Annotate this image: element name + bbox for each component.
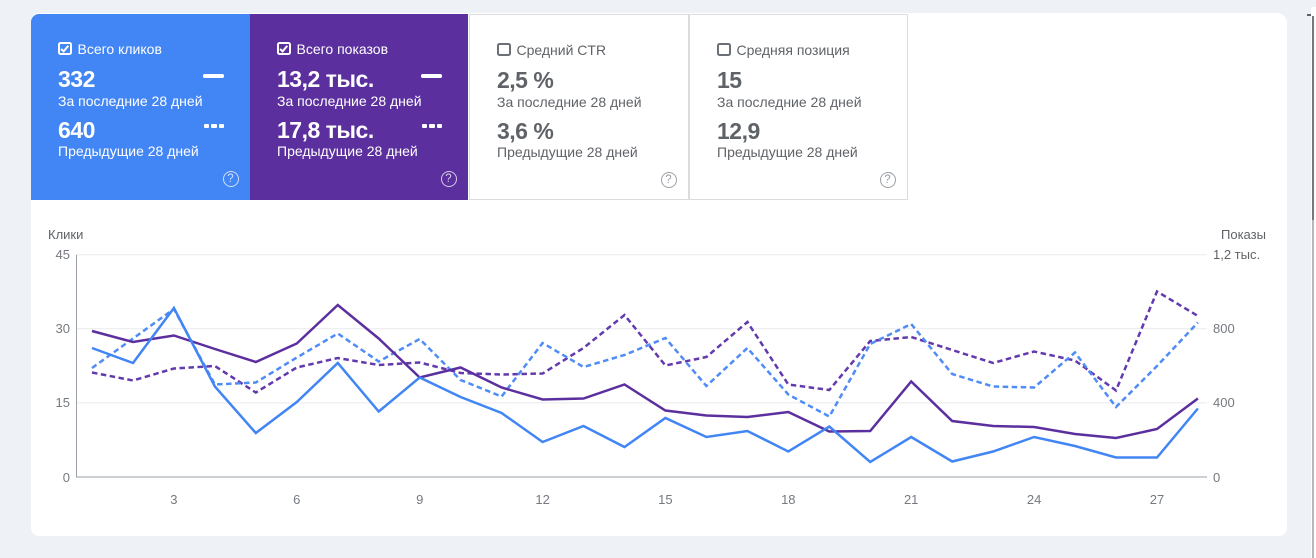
svg-text:3: 3 [170, 492, 177, 507]
svg-text:21: 21 [904, 492, 918, 507]
svg-text:24: 24 [1027, 492, 1041, 507]
svg-text:15: 15 [658, 492, 672, 507]
svg-text:9: 9 [416, 492, 423, 507]
svg-text:18: 18 [781, 492, 795, 507]
svg-text:27: 27 [1150, 492, 1164, 507]
svg-text:6: 6 [293, 492, 300, 507]
svg-text:12: 12 [535, 492, 549, 507]
